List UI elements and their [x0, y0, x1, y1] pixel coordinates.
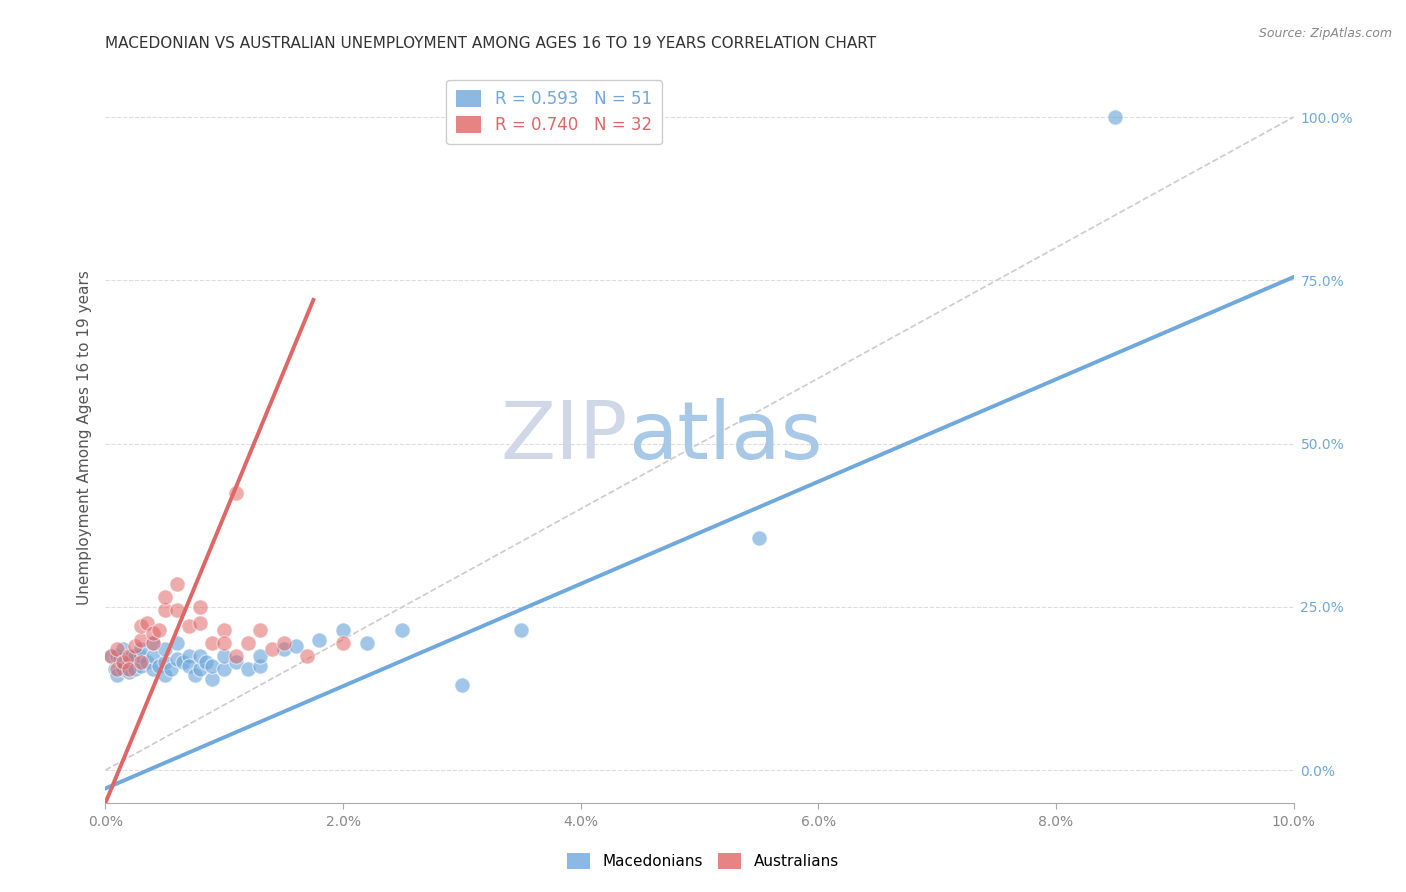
Point	[129, 648, 152, 663]
Point	[273, 642, 295, 657]
Point	[118, 662, 141, 676]
Point	[105, 648, 128, 663]
Point	[190, 599, 212, 614]
Point	[129, 656, 152, 670]
Point	[136, 656, 159, 670]
Point	[105, 662, 128, 676]
Point	[153, 603, 176, 617]
Point	[356, 636, 378, 650]
Point	[225, 648, 247, 663]
Point	[142, 648, 165, 663]
Point	[153, 642, 176, 657]
Point	[391, 623, 413, 637]
Point	[201, 658, 224, 673]
Point	[450, 678, 472, 692]
Legend: R = 0.593   N = 51, R = 0.740   N = 32: R = 0.593 N = 51, R = 0.740 N = 32	[447, 79, 662, 145]
Point	[249, 648, 271, 663]
Point	[284, 639, 307, 653]
Point	[249, 658, 271, 673]
Point	[510, 623, 533, 637]
Point	[236, 662, 259, 676]
Point	[1104, 110, 1126, 124]
Point	[166, 577, 188, 591]
Y-axis label: Unemployment Among Ages 16 to 19 years: Unemployment Among Ages 16 to 19 years	[76, 269, 91, 605]
Point	[142, 636, 165, 650]
Point	[214, 623, 236, 637]
Point	[225, 656, 247, 670]
Point	[129, 619, 152, 633]
Point	[148, 658, 170, 673]
Point	[190, 662, 212, 676]
Point	[201, 636, 224, 650]
Point	[195, 656, 218, 670]
Point	[214, 648, 236, 663]
Point	[190, 616, 212, 631]
Point	[166, 652, 188, 666]
Point	[100, 648, 122, 663]
Point	[100, 648, 122, 663]
Point	[177, 648, 200, 663]
Point	[129, 642, 152, 657]
Point	[201, 672, 224, 686]
Point	[308, 632, 330, 647]
Point	[118, 665, 141, 680]
Point	[112, 662, 135, 676]
Point	[172, 656, 194, 670]
Point	[297, 648, 319, 663]
Point	[121, 648, 143, 663]
Text: ZIP: ZIP	[501, 398, 628, 476]
Legend: Macedonians, Australians: Macedonians, Australians	[561, 847, 845, 875]
Point	[148, 623, 170, 637]
Point	[124, 648, 146, 663]
Point	[214, 636, 236, 650]
Point	[142, 662, 165, 676]
Point	[214, 662, 236, 676]
Point	[129, 658, 152, 673]
Point	[112, 656, 135, 670]
Point	[225, 485, 247, 500]
Point	[142, 636, 165, 650]
Point	[332, 636, 354, 650]
Point	[159, 662, 181, 676]
Point	[112, 642, 135, 657]
Point	[183, 668, 205, 682]
Point	[166, 603, 188, 617]
Point	[177, 658, 200, 673]
Point	[153, 656, 176, 670]
Point	[142, 626, 165, 640]
Point	[105, 642, 128, 657]
Point	[166, 636, 188, 650]
Point	[104, 662, 127, 676]
Point	[748, 531, 770, 545]
Text: atlas: atlas	[628, 398, 823, 476]
Point	[273, 636, 295, 650]
Point	[136, 616, 159, 631]
Point	[153, 668, 176, 682]
Point	[249, 623, 271, 637]
Point	[177, 619, 200, 633]
Point	[105, 668, 128, 682]
Point	[129, 632, 152, 647]
Point	[108, 652, 131, 666]
Text: Source: ZipAtlas.com: Source: ZipAtlas.com	[1258, 27, 1392, 40]
Text: MACEDONIAN VS AUSTRALIAN UNEMPLOYMENT AMONG AGES 16 TO 19 YEARS CORRELATION CHAR: MACEDONIAN VS AUSTRALIAN UNEMPLOYMENT AM…	[105, 36, 876, 51]
Point	[124, 662, 146, 676]
Point	[124, 639, 146, 653]
Point	[236, 636, 259, 650]
Point	[153, 590, 176, 604]
Point	[332, 623, 354, 637]
Point	[118, 648, 141, 663]
Point	[260, 642, 283, 657]
Point	[118, 656, 141, 670]
Point	[190, 648, 212, 663]
